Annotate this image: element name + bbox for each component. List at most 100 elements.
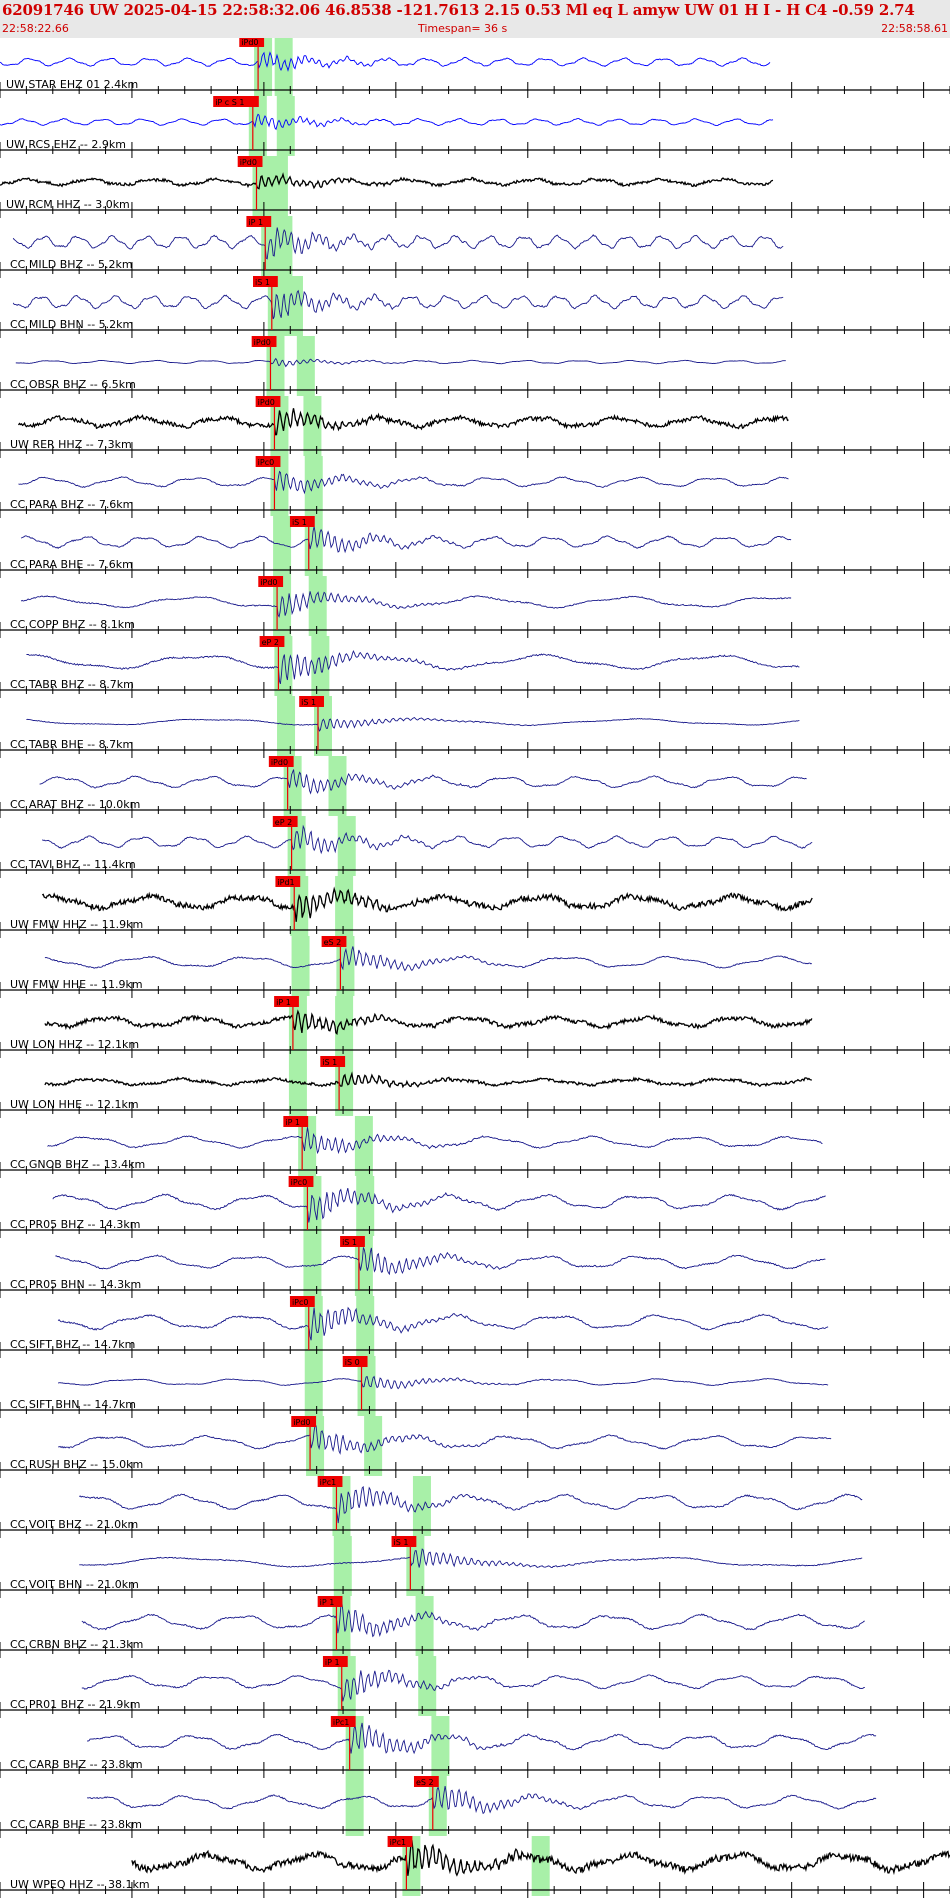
trace-row: iPd1 UW FMW HHZ -- 11.9km <box>0 876 950 938</box>
station-label: CC TAVI BHZ -- 11.4km <box>10 858 136 871</box>
s-window <box>418 1656 437 1716</box>
pick-box <box>289 1296 315 1307</box>
station-label: CC ARAT BHZ -- 10.0km <box>10 798 140 811</box>
pick-label: iS 1 <box>394 1538 409 1547</box>
station-label: CC PR05 BHN -- 14.3km <box>10 1278 141 1291</box>
trace-row: iS 1 CC PARA BHE -- 7.6km <box>0 516 950 578</box>
trace-row: iPd0 CC ARAT BHZ -- 10.0km <box>0 756 950 818</box>
pick-label: iP c S 1 <box>215 98 244 107</box>
s-window <box>273 516 292 576</box>
waveform-trace <box>58 1375 829 1390</box>
pick-box <box>274 996 299 1007</box>
station-label: CC VOIT BHZ -- 21.0km <box>10 1518 138 1531</box>
waveform-trace <box>41 886 813 922</box>
s-window <box>431 1716 450 1776</box>
pick-box <box>283 1116 309 1127</box>
waveform-trace <box>12 227 784 260</box>
waveform-trace <box>131 1840 950 1877</box>
pick-box <box>330 1716 356 1727</box>
station-label: CC PARA BHE -- 7.6km <box>10 558 133 571</box>
station-label: CC PARA BHZ -- 7.6km <box>10 498 133 511</box>
pick-box <box>255 396 281 407</box>
s-window <box>337 816 356 876</box>
s-window <box>335 996 354 1056</box>
pick-label: eS 2 <box>416 1778 434 1787</box>
waveform-trace <box>44 1009 813 1035</box>
pick-label: iS 1 <box>301 698 316 707</box>
timespan-label: Timespan= 36 s <box>418 22 508 35</box>
s-window <box>333 1536 352 1596</box>
s-window <box>269 156 288 216</box>
trace-row: iPc1 UW WPEQ HHZ -- 38.1km <box>0 1836 950 1898</box>
pick-label: iPc1 <box>333 1718 350 1727</box>
trace-row: iPc0 CC PR05 BHZ -- 14.3km <box>0 1176 950 1238</box>
pick-box <box>320 1056 346 1067</box>
station-label: CC MILD BHZ -- 5.2km <box>10 258 133 271</box>
trace-row: iPd0 UW RER HHZ -- 7.3km <box>0 396 950 458</box>
start-time: 22:58:22.66 <box>2 22 69 35</box>
trace-row: eS 2 UW FMW HHE -- 11.9km <box>0 936 950 998</box>
waveform-trace <box>81 1669 865 1702</box>
pick-label: iP 1 <box>325 1658 340 1667</box>
pick-box <box>289 516 315 527</box>
pick-label: eP 2 <box>262 638 279 647</box>
station-label: CC VOIT BHN -- 21.0km <box>10 1578 139 1591</box>
s-window <box>304 1356 323 1416</box>
trace-row: iP c S 1 UW RCS EHZ -- 2.9km <box>0 96 950 158</box>
pick-label: iS 1 <box>292 518 307 527</box>
s-window <box>356 1296 375 1356</box>
pick-label: eP 2 <box>275 818 292 827</box>
trace-row: iS 1 CC MILD BHN -- 5.2km <box>0 276 950 338</box>
station-label: UW RCS EHZ -- 2.9km <box>6 138 126 151</box>
station-label: CC TABR BHZ -- 8.7km <box>10 678 134 691</box>
s-window <box>291 936 310 996</box>
s-window <box>274 38 293 96</box>
end-time: 22:58:58.61 <box>881 22 948 35</box>
s-window <box>276 96 295 156</box>
pick-box <box>255 456 281 467</box>
trace-row: iS 1 CC PR05 BHN -- 14.3km <box>0 1236 950 1298</box>
s-window <box>345 1776 364 1836</box>
trace-row: eP 2 CC TAVI BHZ -- 11.4km <box>0 816 950 878</box>
event-header: 62091746 UW 2025-04-15 22:58:32.06 46.85… <box>0 0 950 38</box>
waveform-trace <box>20 526 792 554</box>
pick-box <box>288 1176 314 1187</box>
station-label: CC COPP BHZ -- 8.1km <box>10 618 135 631</box>
waveform-trace <box>87 1722 877 1755</box>
trace-row: iPc1 CC CARB BHZ -- 23.8km <box>0 1716 950 1778</box>
waveform-trace <box>26 649 800 685</box>
seismogram-plot: iPd0 UW STAR EHZ 01 2.4km iP c S 1 UW RCS E… <box>0 38 950 1898</box>
waveform-trace <box>79 1548 863 1569</box>
waveform-trace <box>0 51 771 72</box>
waveform-trace <box>57 1306 829 1341</box>
pick-label: iP 1 <box>285 1118 300 1127</box>
station-label: UW STAR EHZ 01 2.4km <box>6 78 138 91</box>
pick-box <box>391 1536 417 1547</box>
pick-box <box>322 1656 348 1667</box>
waveform-trace <box>78 1485 863 1524</box>
trace-row: iPc0 CC SIFT BHZ -- 14.7km <box>0 1296 950 1358</box>
waveform-trace <box>47 1127 823 1155</box>
pick-label: iPd0 <box>260 578 277 587</box>
station-label: CC RUSH BHZ -- 15.0km <box>10 1458 143 1471</box>
pick-label: iPc0 <box>291 1178 308 1187</box>
pick-box <box>340 1236 365 1247</box>
pick-box <box>258 576 284 587</box>
waveform-trace <box>20 591 792 618</box>
pick-label: iS 1 <box>342 1238 357 1247</box>
pick-box <box>291 1416 317 1427</box>
s-window <box>296 336 315 396</box>
trace-row: iPc0 CC PARA BHZ -- 7.6km <box>0 456 950 518</box>
waveform-trace <box>86 1786 877 1815</box>
pick-box <box>268 756 294 767</box>
trace-row: eS 2 CC CARB BHE -- 23.8km <box>0 1776 950 1838</box>
trace-row: iPd0 UW RCM HHZ -- 3.0km <box>0 156 950 218</box>
station-label: CC PR01 BHZ -- 21.9km <box>10 1698 141 1711</box>
station-label: CC CRBN BHZ -- 21.3km <box>10 1638 143 1651</box>
pick-box <box>253 276 278 287</box>
trace-row: iS 1 UW LON HHE -- 12.1km <box>0 1056 950 1118</box>
pick-label: iS 1 <box>322 1058 337 1067</box>
s-window <box>308 576 327 636</box>
waveform-trace <box>17 408 789 436</box>
station-label: UW RCM HHZ -- 3.0km <box>6 198 130 211</box>
